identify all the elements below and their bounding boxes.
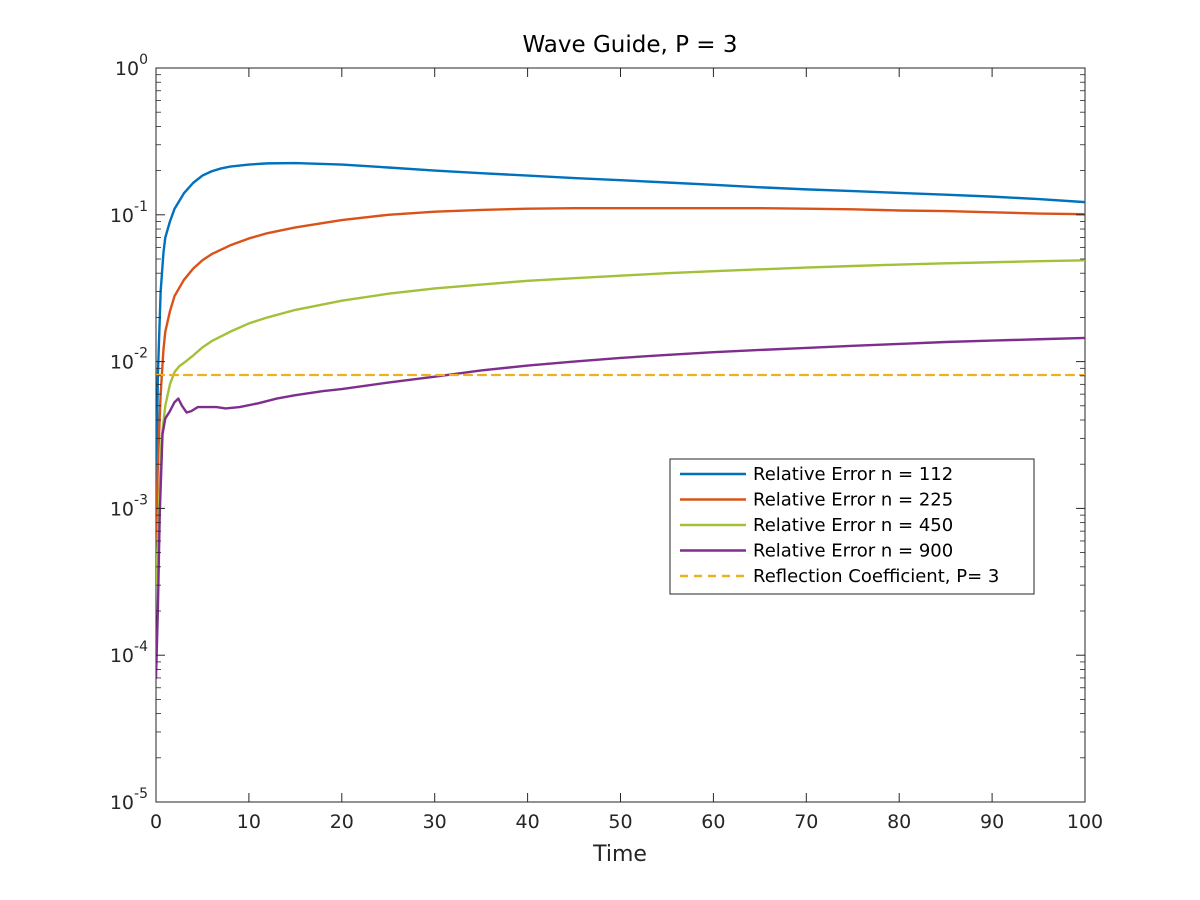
legend-label: Reflection Coefficient, P= 3 [753, 566, 999, 587]
legend-box [669, 458, 1035, 595]
y-tick-label: 10-3 [110, 492, 148, 520]
legend-label: Relative Error n = 112 [753, 464, 953, 485]
x-tick-label: 70 [794, 811, 818, 833]
legend-entry: Relative Error n = 225 [680, 490, 953, 511]
series-layer [156, 161, 1085, 680]
y-tick-label: 100 [115, 52, 148, 80]
legend-label: Relative Error n = 225 [753, 490, 953, 511]
legend-entry: Relative Error n = 450 [680, 515, 953, 536]
y-tick-label: 10-1 [110, 199, 148, 227]
y-tick-label: 10-4 [110, 639, 148, 667]
series-line-2 [156, 206, 1085, 543]
legend-label: Relative Error n = 450 [753, 515, 953, 536]
x-tick-label: 80 [887, 811, 911, 833]
x-tick-label: 50 [608, 811, 632, 833]
x-axis-label: Time [592, 842, 647, 867]
x-tick-label: 40 [516, 811, 540, 833]
x-tick-label: 60 [701, 811, 725, 833]
legend-entry: Relative Error n = 112 [680, 464, 953, 485]
legend: Relative Error n = 112 Relative Error n =… [669, 458, 1035, 595]
x-tick-label: 90 [980, 811, 1004, 833]
x-tick-label: 10 [237, 811, 261, 833]
legend-label: Relative Error n = 900 [753, 541, 953, 562]
axes-box [155, 67, 1086, 803]
y-tick-label: 10-5 [110, 786, 148, 814]
chart-title: Wave Guide, P = 3 [523, 32, 738, 58]
ticks-layer: 0 10 20 30 40 50 60 70 80 90 100 10-5 10-4 10-3 10-2 10… [110, 52, 1103, 833]
x-tick-label: 100 [1067, 811, 1103, 833]
series-line-4 [156, 336, 1085, 680]
legend-entry: Reflection Coefficient, P= 3 [680, 566, 999, 587]
series-line-1 [156, 161, 1085, 510]
x-tick-label: 0 [150, 811, 162, 833]
x-tick-label: 20 [330, 811, 354, 833]
series-line-3 [156, 259, 1085, 587]
legend-entry: Relative Error n = 900 [680, 541, 953, 562]
y-tick-label: 10-2 [110, 346, 148, 374]
plot-area: 0 10 20 30 40 50 60 70 80 90 100 10-5 10-4 10-3 10-2 10… [110, 52, 1103, 833]
x-tick-label: 30 [423, 811, 447, 833]
